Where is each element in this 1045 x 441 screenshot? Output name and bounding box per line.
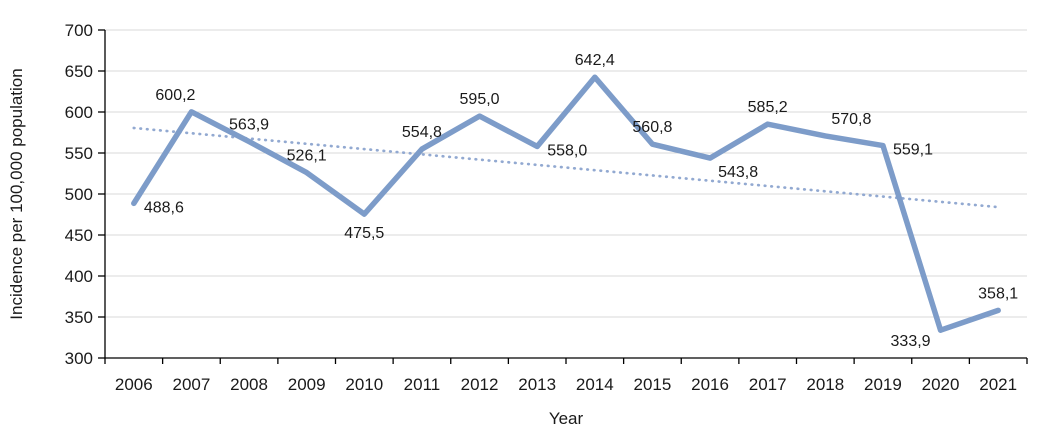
y-tick-label: 500	[65, 185, 93, 204]
y-tick-label: 400	[65, 267, 93, 286]
y-axis-title: Incidence per 100,000 population	[7, 68, 26, 319]
y-tick-label: 700	[65, 21, 93, 40]
data-label: 333,9	[891, 333, 931, 350]
x-tick-label: 2014	[576, 375, 614, 394]
x-tick-label: 2017	[749, 375, 787, 394]
y-tick-label: 450	[65, 226, 93, 245]
x-tick-label: 2009	[288, 375, 326, 394]
data-label: 358,1	[978, 285, 1018, 302]
data-label: 600,2	[155, 87, 195, 104]
x-axis-title: Year	[549, 409, 584, 428]
data-label: 558,0	[547, 142, 587, 159]
data-label: 559,1	[893, 142, 933, 159]
x-tick-label: 2010	[345, 375, 383, 394]
data-label: 595,0	[460, 91, 500, 108]
trendline	[132, 126, 1000, 209]
data-label: 554,8	[402, 124, 442, 141]
data-label: 488,6	[144, 199, 184, 216]
incidence-line	[131, 74, 1001, 333]
data-label: 475,5	[344, 225, 384, 242]
x-tick-label: 2018	[806, 375, 844, 394]
gridlines	[105, 29, 1027, 318]
data-label: 585,2	[748, 99, 788, 116]
data-label: 526,1	[287, 148, 327, 165]
axes	[98, 29, 1028, 364]
x-tick-label: 2008	[230, 375, 268, 394]
x-tick-label: 2013	[518, 375, 556, 394]
y-tick-label: 550	[65, 144, 93, 163]
data-label: 570,8	[831, 111, 871, 128]
data-label: 543,8	[718, 164, 758, 181]
x-tick-label: 2016	[691, 375, 729, 394]
y-tick-label: 300	[65, 349, 93, 368]
x-tick-label: 2007	[173, 375, 211, 394]
tick-labels: 300 350 400 450 500 550 600 650 700 2006 2007 2008 2…	[65, 21, 1017, 394]
data-label: 563,9	[229, 117, 269, 134]
data-label: 560,8	[632, 119, 672, 136]
y-tick-label: 350	[65, 308, 93, 327]
x-tick-label: 2019	[864, 375, 902, 394]
data-series	[131, 74, 1001, 333]
data-label: 642,4	[575, 52, 615, 69]
x-tick-label: 2021	[979, 375, 1017, 394]
data-labels: 488,6 600,2 563,9 526,1 475,5 554,8 595,0 558,0…	[144, 52, 1018, 350]
x-tick-label: 2012	[461, 375, 499, 394]
x-tick-label: 2006	[115, 375, 153, 394]
x-tick-label: 2020	[922, 375, 960, 394]
y-tick-label: 650	[65, 62, 93, 81]
trendline-group	[132, 126, 1000, 209]
y-tick-label: 600	[65, 103, 93, 122]
x-tick-label: 2011	[404, 375, 441, 394]
x-tick-label: 2015	[634, 375, 672, 394]
